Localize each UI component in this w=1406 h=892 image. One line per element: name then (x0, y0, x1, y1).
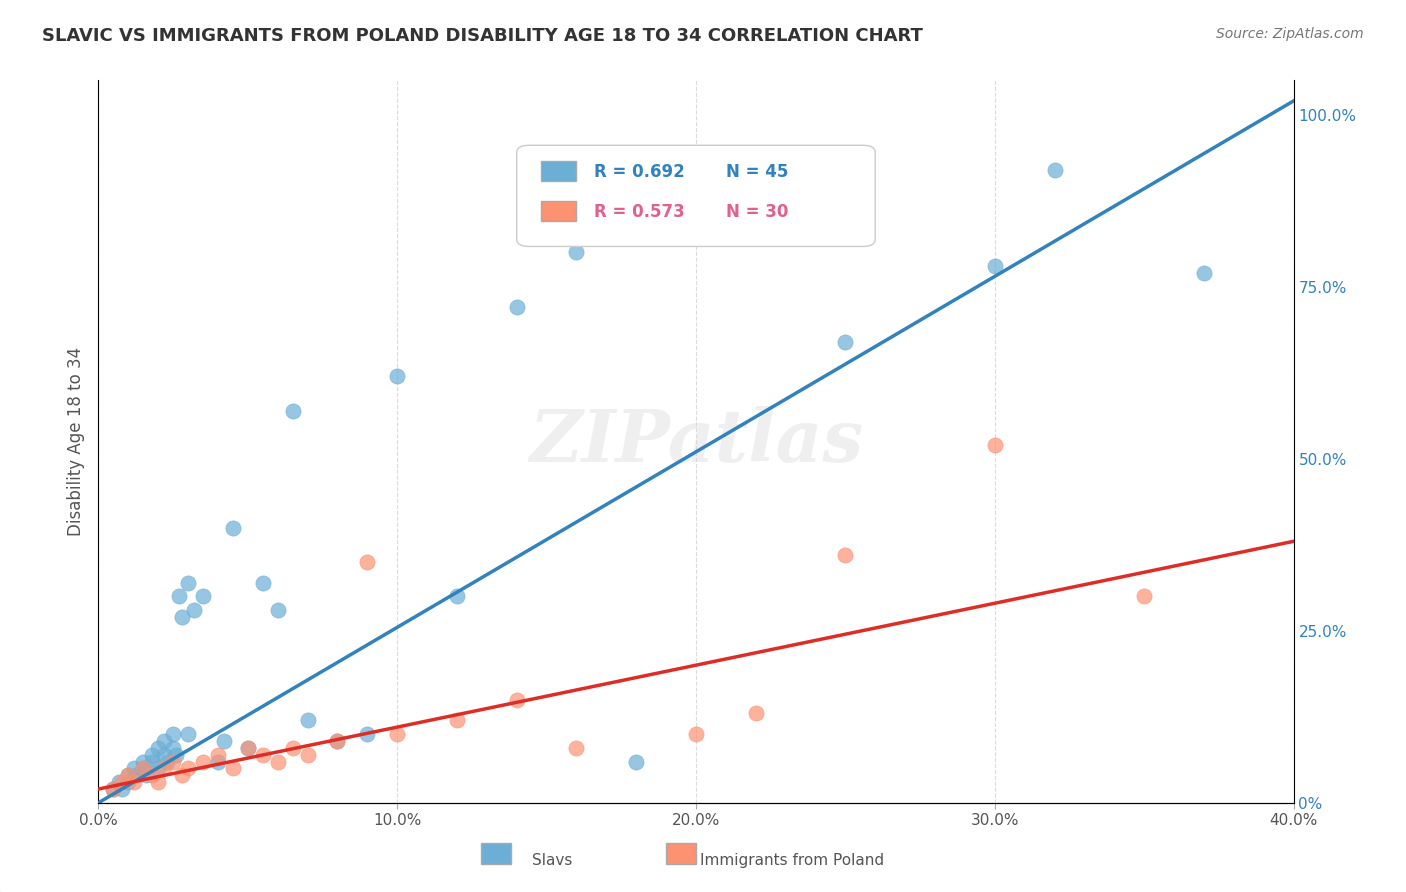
Point (267, 755, 290, 769)
Point (153, 747, 176, 762)
Point (167, 590, 190, 604)
Point (356, 727, 378, 741)
Point (183, 603, 205, 617)
Point (506, 301, 529, 315)
Point (162, 755, 184, 769)
Point (506, 692, 529, 706)
Point (117, 768, 139, 782)
Point (191, 755, 214, 769)
Point (385, 369, 409, 384)
Point (132, 761, 155, 775)
Text: R = 0.692: R = 0.692 (595, 163, 685, 181)
Point (117, 775, 139, 789)
Point (236, 740, 259, 755)
Point (267, 603, 290, 617)
Point (626, 755, 648, 769)
Point (127, 768, 149, 782)
Point (297, 713, 319, 727)
Point (141, 755, 163, 769)
Text: N = 30: N = 30 (725, 202, 789, 221)
Point (745, 706, 768, 721)
Point (124, 775, 146, 789)
Point (1043, 162, 1066, 177)
Text: Slavs: Slavs (533, 854, 572, 869)
Point (281, 403, 304, 417)
Point (326, 734, 349, 748)
Point (191, 590, 214, 604)
Point (565, 740, 588, 755)
Point (252, 747, 274, 762)
Point (153, 761, 176, 775)
Point (148, 740, 170, 755)
Point (281, 740, 304, 755)
Point (108, 775, 131, 789)
Point (297, 747, 319, 762)
Point (148, 775, 170, 789)
Point (177, 727, 200, 741)
Point (1133, 590, 1156, 604)
Point (685, 727, 707, 741)
Point (222, 520, 245, 534)
Point (141, 747, 163, 762)
Point (132, 761, 155, 775)
FancyBboxPatch shape (481, 843, 510, 864)
Point (834, 548, 856, 562)
Point (222, 761, 245, 775)
Point (172, 768, 194, 782)
Text: N = 45: N = 45 (725, 163, 789, 181)
Point (252, 575, 274, 590)
Point (111, 782, 134, 797)
Text: Source: ZipAtlas.com: Source: ZipAtlas.com (1216, 27, 1364, 41)
FancyBboxPatch shape (541, 161, 576, 181)
Point (162, 740, 184, 755)
FancyBboxPatch shape (666, 843, 696, 864)
Point (207, 755, 229, 769)
Text: Immigrants from Poland: Immigrants from Poland (700, 854, 883, 869)
Point (236, 740, 259, 755)
Point (103, 782, 125, 797)
Point (356, 555, 378, 569)
Point (446, 590, 468, 604)
Point (165, 747, 187, 762)
Point (1192, 266, 1215, 280)
FancyBboxPatch shape (541, 201, 576, 221)
Point (172, 610, 194, 624)
Point (385, 727, 409, 741)
Point (177, 761, 200, 775)
Point (162, 727, 184, 741)
Point (148, 761, 170, 775)
Point (984, 259, 1007, 273)
Point (326, 734, 349, 748)
Point (111, 775, 134, 789)
Point (135, 768, 157, 782)
Point (984, 438, 1007, 452)
Point (207, 747, 229, 762)
Point (177, 575, 200, 590)
Point (103, 782, 125, 797)
Y-axis label: Disability Age 18 to 34: Disability Age 18 to 34 (66, 347, 84, 536)
Text: ZIPatlas: ZIPatlas (529, 406, 863, 477)
Point (117, 768, 139, 782)
Point (212, 734, 235, 748)
Text: SLAVIC VS IMMIGRANTS FROM POLAND DISABILITY AGE 18 TO 34 CORRELATION CHART: SLAVIC VS IMMIGRANTS FROM POLAND DISABIL… (42, 27, 924, 45)
Point (565, 245, 588, 260)
Point (153, 734, 176, 748)
Point (124, 761, 146, 775)
Point (446, 713, 468, 727)
Point (834, 334, 856, 349)
Text: R = 0.573: R = 0.573 (595, 202, 685, 221)
Point (141, 768, 163, 782)
Point (156, 755, 179, 769)
Point (132, 755, 155, 769)
FancyBboxPatch shape (517, 145, 876, 246)
